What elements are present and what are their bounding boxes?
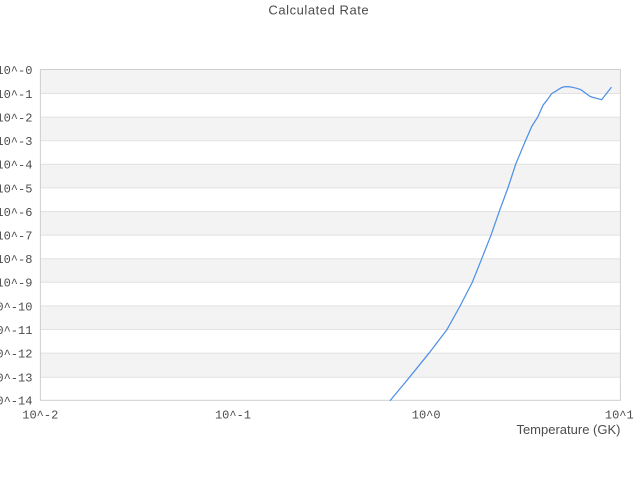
svg-text:Temperature (GK): Temperature (GK)	[516, 422, 620, 437]
svg-text:10^-8: 10^-8	[0, 253, 32, 267]
svg-text:10^-1: 10^-1	[215, 409, 251, 423]
svg-text:10^-9: 10^-9	[0, 277, 32, 291]
svg-text:10^1: 10^1	[605, 409, 634, 423]
svg-text:10^-14: 10^-14	[0, 395, 32, 409]
svg-text:10^-6: 10^-6	[0, 206, 32, 220]
svg-text:10^-3: 10^-3	[0, 135, 32, 149]
svg-text:10^-0: 10^-0	[0, 64, 32, 78]
svg-text:10^-7: 10^-7	[0, 230, 32, 244]
svg-text:10^-11: 10^-11	[0, 324, 32, 338]
svg-text:10^-2: 10^-2	[0, 112, 32, 126]
svg-text:Calculated Rate: Calculated Rate	[268, 3, 369, 18]
svg-text:10^-1: 10^-1	[0, 88, 32, 102]
svg-text:10^0: 10^0	[412, 409, 441, 423]
svg-text:10^-2: 10^-2	[22, 409, 58, 423]
svg-text:10^-12: 10^-12	[0, 348, 32, 362]
svg-text:10^-4: 10^-4	[0, 159, 32, 173]
svg-text:10^-5: 10^-5	[0, 182, 32, 196]
svg-text:10^-13: 10^-13	[0, 372, 32, 386]
svg-text:10^-10: 10^-10	[0, 300, 32, 314]
